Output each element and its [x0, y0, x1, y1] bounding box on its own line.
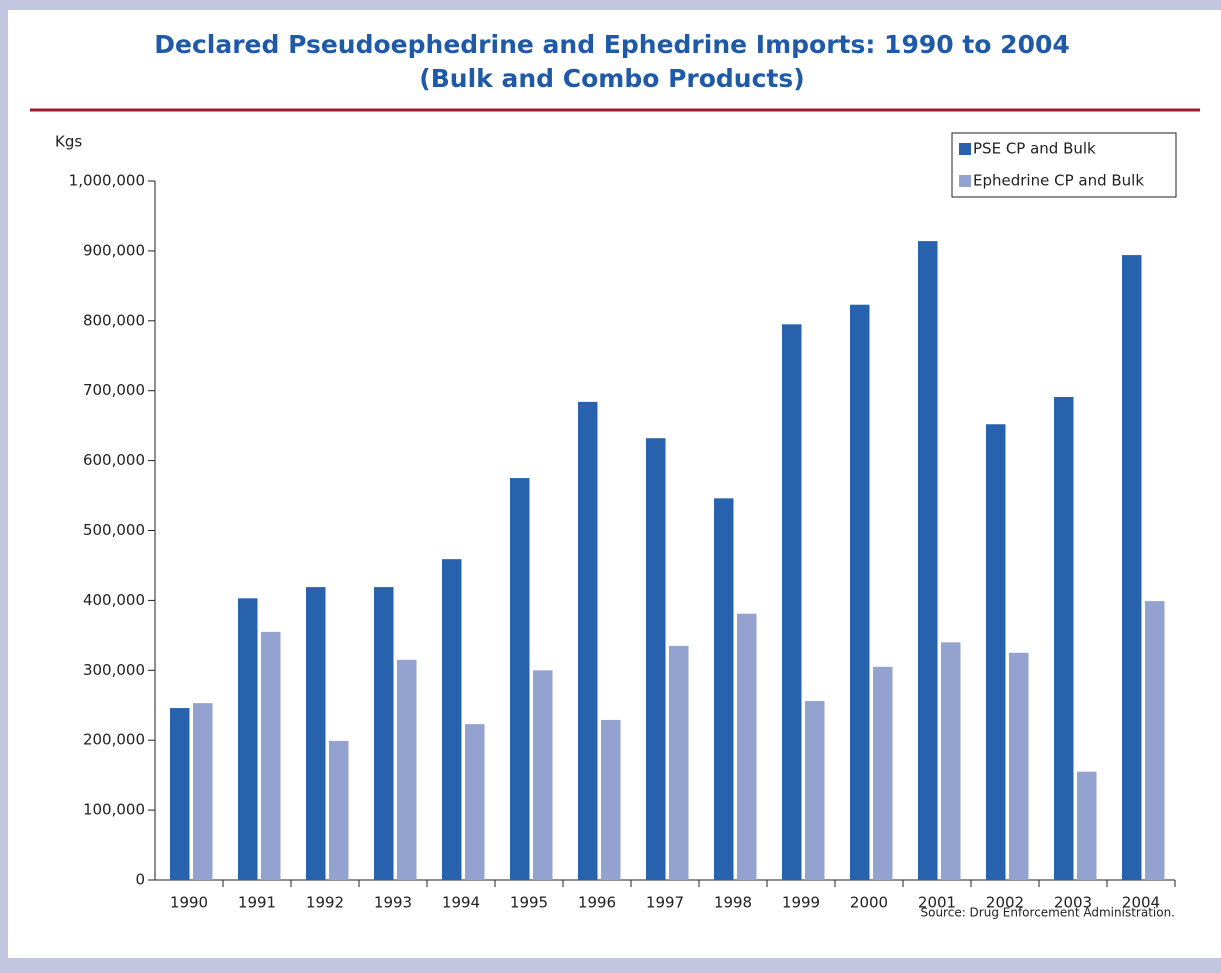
bar [397, 659, 417, 880]
x-tick-label: 1992 [306, 894, 344, 912]
bar [442, 559, 462, 880]
x-tick-label: 1996 [578, 894, 616, 912]
x-tick-label: 2004 [1122, 894, 1160, 912]
bar [533, 670, 553, 880]
bar [737, 613, 757, 880]
bar [510, 478, 530, 880]
y-tick-label: 300,000 [83, 661, 145, 679]
bar [918, 241, 938, 880]
x-tick-label: 2003 [1054, 894, 1092, 912]
y-tick-label: 700,000 [83, 381, 145, 399]
y-tick-label: 200,000 [83, 731, 145, 749]
bar [1122, 255, 1142, 880]
x-tick-label: 1991 [238, 894, 276, 912]
y-tick-label: 1,000,000 [69, 172, 145, 190]
y-tick-label: 400,000 [83, 591, 145, 609]
source: Source: Drug Enforcement Administration. [920, 906, 1175, 920]
y-tick-label: 100,000 [83, 801, 145, 819]
bar [465, 724, 485, 880]
y-tick-label: 500,000 [83, 521, 145, 539]
bar [1009, 652, 1029, 880]
x-tick-label: 1997 [646, 894, 684, 912]
y-axis-label: Kgs [55, 133, 82, 151]
legend-swatch [959, 143, 971, 155]
chart-title: Declared Pseudoephedrine and Ephedrine I… [154, 30, 1070, 59]
x-tick-label: 2000 [850, 894, 888, 912]
bar [1145, 601, 1165, 880]
bar [646, 438, 666, 880]
bar [986, 424, 1006, 880]
y-tick-label: 0 [135, 871, 145, 889]
x-tick-label: 1994 [442, 894, 480, 912]
chart-subtitle: (Bulk and Combo Products) [419, 64, 804, 93]
legend-label: Ephedrine CP and Bulk [973, 172, 1144, 190]
x-tick-label: 1998 [714, 894, 752, 912]
x-tick-label: 1999 [782, 894, 820, 912]
bar [850, 304, 870, 880]
bar [170, 708, 190, 880]
y-tick-label: 800,000 [83, 311, 145, 329]
x-tick-label: 2001 [918, 894, 956, 912]
x-tick-label: 1993 [374, 894, 412, 912]
bar [1054, 396, 1074, 880]
bar [1077, 771, 1097, 880]
x-tick-label: 1990 [170, 894, 208, 912]
bar [669, 645, 689, 880]
y-tick-label: 600,000 [83, 451, 145, 469]
bar [601, 719, 621, 880]
bar [193, 703, 213, 880]
bar [374, 587, 394, 880]
bar [238, 598, 258, 880]
x-tick-label: 2002 [986, 894, 1024, 912]
legend-label: PSE CP and Bulk [973, 140, 1096, 158]
legend-box [951, 132, 1177, 198]
bar [714, 498, 734, 880]
bar [782, 324, 802, 880]
y-tick-label: 900,000 [83, 241, 145, 259]
bar [941, 642, 961, 880]
bar [329, 740, 349, 880]
bar [261, 631, 281, 880]
x-tick-label: 1995 [510, 894, 548, 912]
bar [578, 401, 598, 880]
bar [306, 587, 326, 880]
legend-swatch [959, 175, 971, 187]
bar [805, 701, 825, 880]
bar [873, 666, 893, 880]
